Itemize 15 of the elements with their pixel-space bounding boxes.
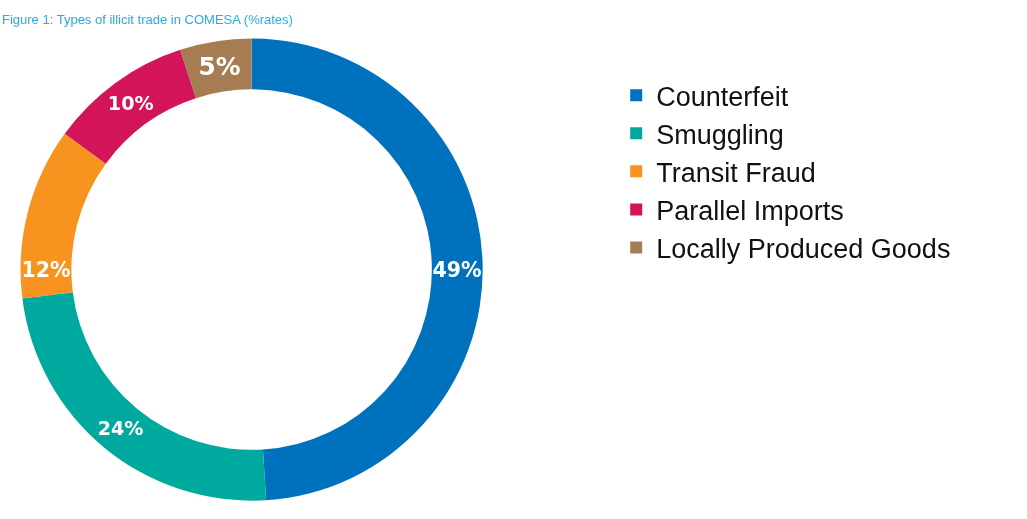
data-label: 10%	[107, 91, 154, 115]
donut-slice	[251, 38, 483, 501]
legend-label: Parallel Imports	[656, 195, 844, 226]
data-label: 5%	[198, 52, 241, 82]
legend-label: Smuggling	[656, 119, 784, 150]
chart-title: Figure 1: Types of illicit trade in COMESA (%rates)	[2, 12, 293, 27]
data-label: 12%	[21, 257, 71, 282]
legend-label: Transit Fraud	[656, 157, 816, 188]
donut-slice	[64, 49, 196, 164]
data-label: 49%	[432, 257, 482, 282]
legend-label: Locally Produced Goods	[656, 234, 951, 265]
donut-slice	[20, 133, 106, 299]
data-label: 24%	[97, 416, 144, 440]
legend-label: Counterfeit	[656, 81, 789, 112]
donut-slice	[22, 292, 267, 501]
